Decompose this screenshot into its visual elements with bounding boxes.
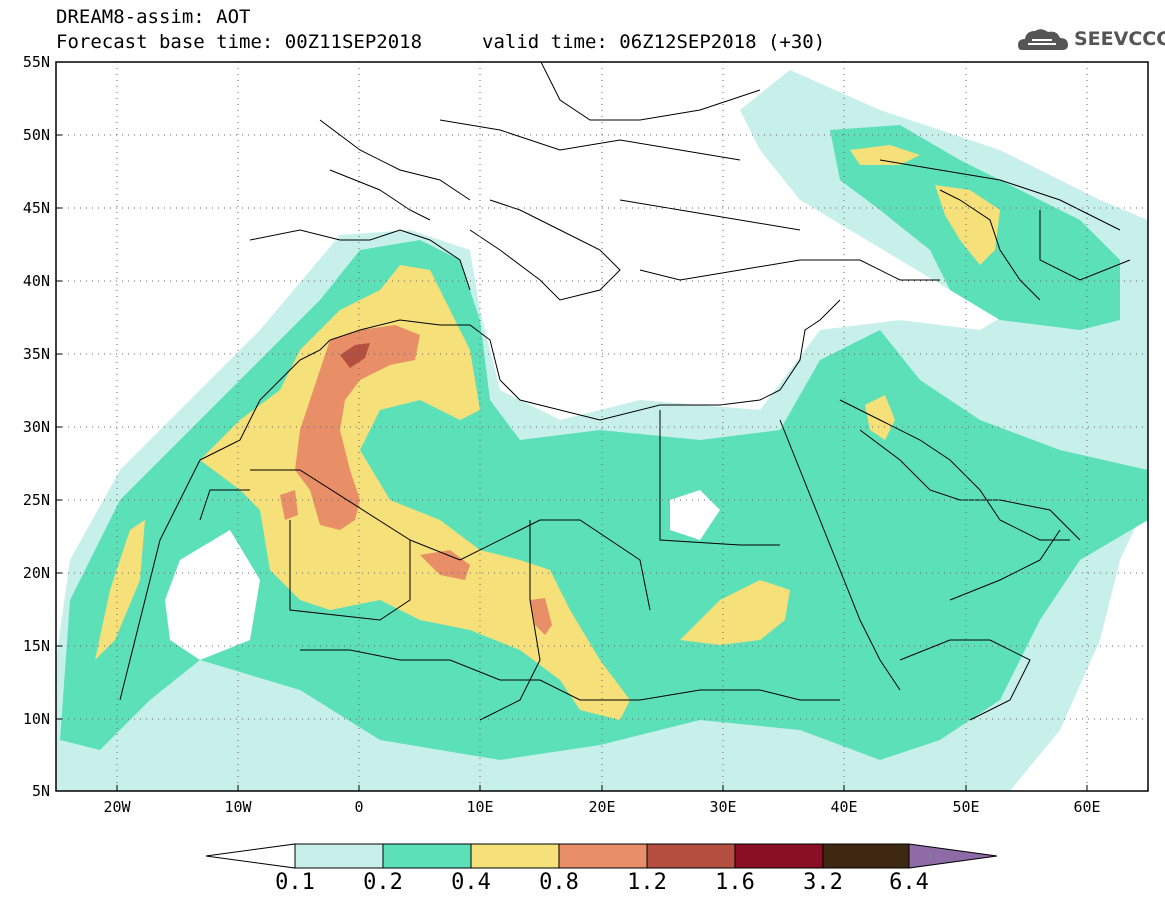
lat-label: 55N	[23, 53, 50, 71]
lon-label: 10W	[224, 798, 252, 816]
logo-text: SEEVCCC	[1074, 28, 1165, 50]
lat-label: 25N	[23, 491, 50, 509]
colorbar-label: 1.2	[627, 870, 667, 895]
colorbar-label: 0.8	[539, 870, 579, 895]
lat-label: 45N	[23, 199, 50, 217]
colorbar-bin	[646, 843, 736, 869]
aot-contours	[56, 62, 1148, 791]
colorbar-label: 0.4	[451, 870, 491, 895]
lat-label: 35N	[23, 345, 50, 363]
colorbar-bin	[382, 843, 472, 869]
colorbar-bin	[294, 843, 384, 869]
lat-label: 10N	[23, 710, 50, 728]
lon-label: 10E	[466, 798, 493, 816]
colorbar-bin	[734, 843, 824, 869]
lon-label: 50E	[952, 798, 979, 816]
colorbar-label: 6.4	[889, 870, 929, 895]
colorbar-label: 1.6	[715, 870, 755, 895]
graticule	[56, 62, 1148, 791]
lon-label: 40E	[830, 798, 857, 816]
colorbar-label: 0.2	[363, 870, 403, 895]
lon-label: 0	[354, 798, 363, 816]
lat-label: 50N	[23, 126, 50, 144]
lat-label: 5N	[32, 782, 50, 800]
lat-label: 15N	[23, 637, 50, 655]
lat-label: 20N	[23, 564, 50, 582]
colorbar-bin	[470, 843, 560, 869]
latitude-labels: 55N 50N 45N 40N 35N 30N 25N 20N 15N 10N …	[23, 53, 50, 800]
lat-label: 40N	[23, 272, 50, 290]
longitude-labels: 20W 10W 0 10E 20E 30E 40E 50E 60E	[103, 798, 1100, 816]
lon-label: 30E	[709, 798, 736, 816]
colorbar-under	[205, 843, 296, 869]
lon-label: 60E	[1073, 798, 1100, 816]
colorbar-bin	[558, 843, 648, 869]
axis-ticks	[56, 61, 1088, 792]
colorbar	[205, 843, 998, 869]
colorbar-label: 3.2	[803, 870, 843, 895]
map-title: DREAM8-assim: AOT	[56, 6, 251, 28]
lon-label: 20W	[103, 798, 131, 816]
colorbar-over	[908, 843, 998, 869]
lon-label: 20E	[588, 798, 615, 816]
lat-label: 30N	[23, 418, 50, 436]
base-time: Forecast base time: 00Z11SEP2018	[56, 31, 423, 53]
colorbar-label: 0.1	[275, 870, 315, 895]
valid-time: valid time: 06Z12SEP2018 (+30)	[482, 31, 826, 53]
cloud-logo-icon	[1018, 29, 1068, 50]
colorbar-bin	[822, 843, 910, 869]
